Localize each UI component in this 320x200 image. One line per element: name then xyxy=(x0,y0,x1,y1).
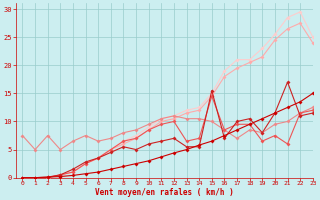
X-axis label: Vent moyen/en rafales ( km/h ): Vent moyen/en rafales ( km/h ) xyxy=(95,188,234,197)
